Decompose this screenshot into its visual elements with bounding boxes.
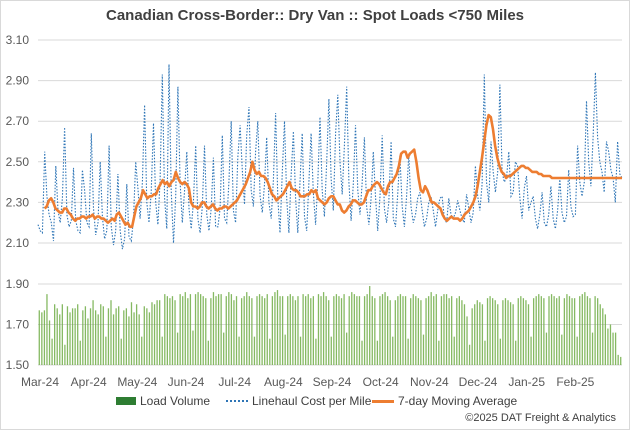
legend-label-moving-average: 7-day Moving Average (398, 394, 518, 408)
y-tick-label-upper: 2.10 (6, 236, 30, 250)
x-tick-label: May-24 (117, 375, 157, 389)
legend-label-load-volume: Load Volume (140, 394, 211, 408)
price-lines (37, 64, 623, 250)
linehaul-cost-line (37, 64, 623, 250)
x-tick-label: Aug-24 (264, 375, 303, 389)
copyright-notice: ©2025 DAT Freight & Analytics (465, 412, 616, 424)
x-tick-label: Oct-24 (363, 375, 399, 389)
legend-item-load-volume: Load Volume (116, 394, 210, 408)
y-tick-labels: 3.10 2.90 2.70 2.50 2.30 2.10 1.90 1.70 1.50 (6, 33, 30, 372)
x-tick-label: Mar-24 (21, 375, 59, 389)
legend-swatch-moving-average (372, 399, 394, 403)
x-tick-label: Dec-24 (459, 375, 498, 389)
lower-gridlines (38, 283, 622, 366)
x-tick-label: Feb-25 (556, 375, 594, 389)
y-tick-label-lower: 1.50 (6, 358, 30, 372)
x-tick-label: Jan-25 (508, 375, 545, 389)
x-tick-label: Nov-24 (410, 375, 449, 389)
y-tick-label-lower: 1.90 (6, 277, 30, 291)
y-tick-label-upper: 2.70 (6, 114, 30, 128)
legend-item-linehaul-cost: Linehaul Cost per Mile (226, 394, 371, 408)
x-tick-label: Sep-24 (313, 375, 352, 389)
legend-item-moving-average: 7-day Moving Average (372, 394, 517, 408)
chart-title: Canadian Cross-Border:: Dry Van :: Spot … (105, 7, 524, 24)
legend: Load Volume Linehaul Cost per Mile 7-day… (0, 394, 630, 410)
y-tick-label-upper: 2.90 (6, 74, 30, 88)
x-tick-label: Jun-24 (168, 375, 205, 389)
legend-label-linehaul-cost: Linehaul Cost per Mile (252, 394, 372, 408)
x-tick-label: Jul-24 (218, 375, 251, 389)
load-volume-bars (38, 286, 622, 365)
legend-swatch-linehaul-cost (226, 400, 248, 402)
y-tick-label-upper: 2.50 (6, 155, 30, 169)
x-tick-label: Apr-24 (71, 375, 107, 389)
y-tick-label-lower: 1.70 (6, 318, 30, 332)
legend-swatch-load-volume (116, 397, 136, 405)
y-tick-label-upper: 2.30 (6, 195, 30, 209)
moving-average-line (43, 113, 622, 229)
x-tick-labels: Mar-24 Apr-24 May-24 Jun-24 Jul-24 Aug-24 Sep-… (21, 375, 595, 389)
y-tick-label-upper: 3.10 (6, 33, 30, 47)
